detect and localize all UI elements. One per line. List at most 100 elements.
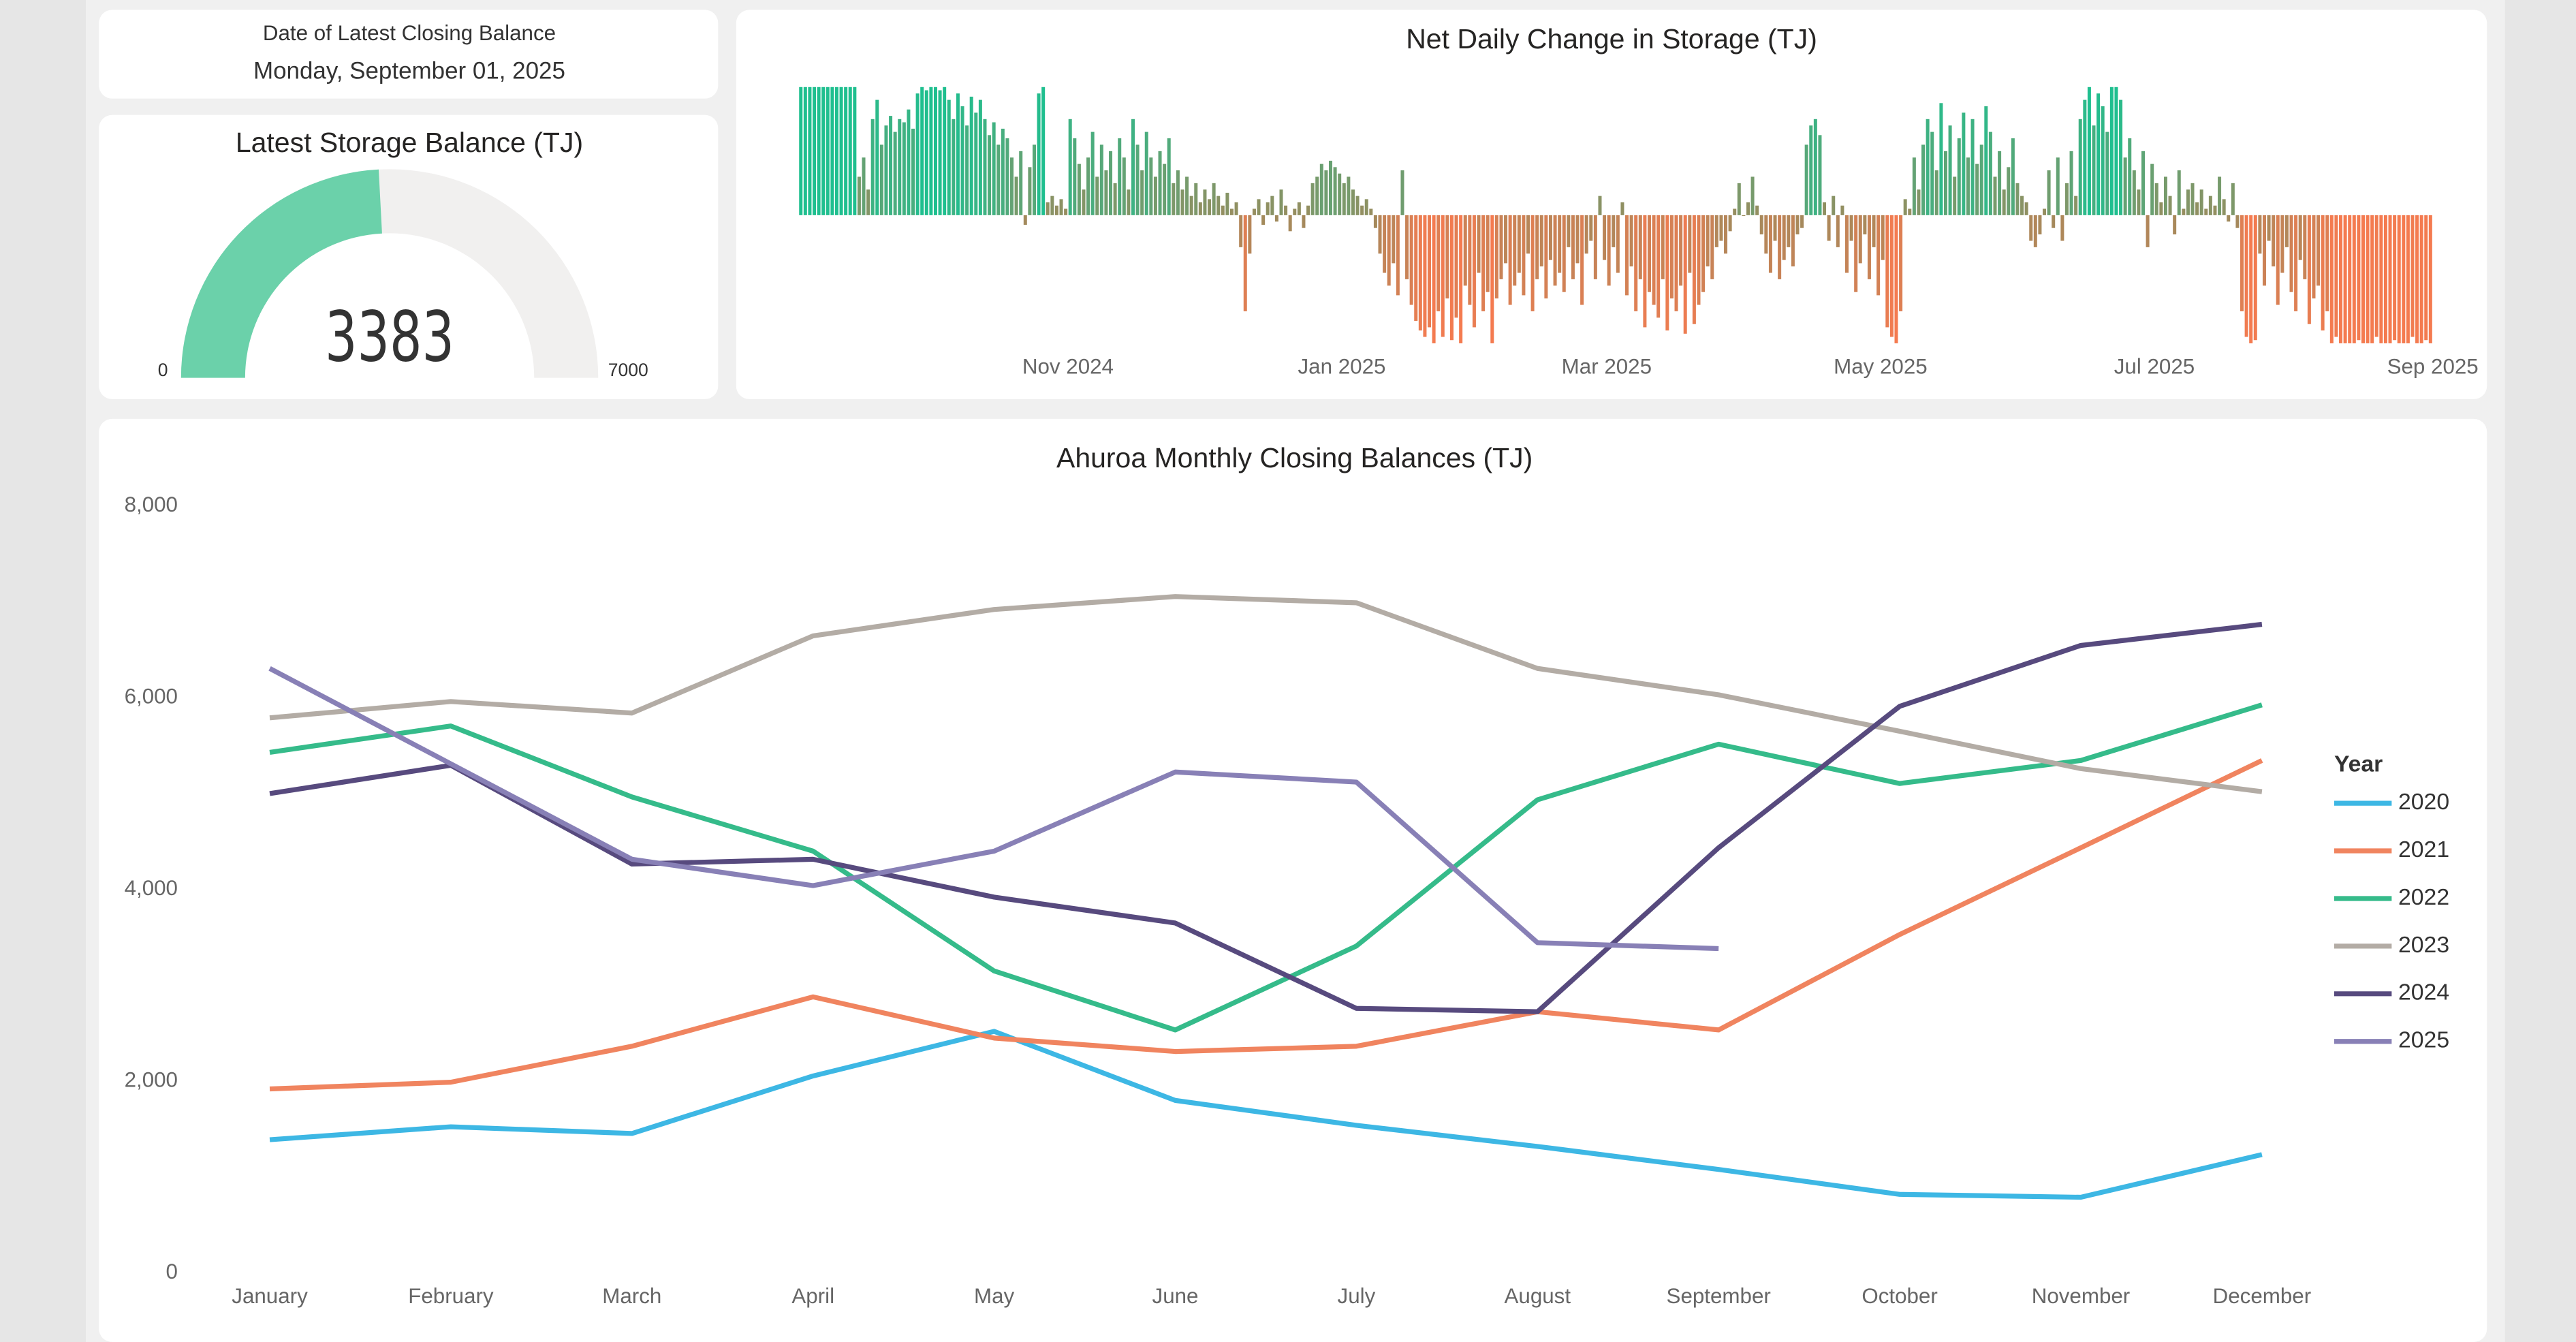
bar <box>870 119 875 215</box>
bar <box>862 157 866 215</box>
bar <box>1373 215 1377 228</box>
bar <box>2141 151 2146 215</box>
bar <box>1014 176 1018 215</box>
bar <box>1032 144 1036 215</box>
bar <box>2231 183 2235 215</box>
bar <box>848 87 852 215</box>
bar <box>1041 87 1046 215</box>
bar <box>1612 215 1616 247</box>
gauge-title: Latest Storage Balance (TJ) <box>236 127 583 158</box>
bar <box>1791 215 1795 267</box>
bar <box>1279 189 1283 215</box>
bar <box>817 87 821 215</box>
bar <box>2419 215 2423 343</box>
bar <box>2132 170 2136 215</box>
bar <box>1809 125 1813 215</box>
bar <box>2343 215 2347 343</box>
bar <box>1755 205 1759 215</box>
bar <box>1180 189 1184 215</box>
bar <box>1562 215 1566 292</box>
bar <box>2015 183 2020 215</box>
bar <box>2154 183 2158 215</box>
bar <box>2092 125 2096 215</box>
bar <box>2002 189 2006 215</box>
bar <box>2213 205 2217 215</box>
bar <box>857 176 861 215</box>
bar <box>1208 199 1212 215</box>
bar <box>1844 215 1849 273</box>
bar <box>2276 215 2280 305</box>
bar <box>1351 189 1355 215</box>
bar <box>2047 170 2051 215</box>
bar <box>1131 119 1135 215</box>
bar <box>978 99 982 215</box>
bar <box>1652 215 1656 305</box>
bar <box>1163 163 1167 215</box>
bar <box>929 87 933 215</box>
bar <box>2177 170 2181 215</box>
bar <box>1149 157 1153 215</box>
bar <box>1284 205 1288 215</box>
bar <box>2357 215 2361 341</box>
bar <box>1656 215 1661 318</box>
bar <box>1683 215 1687 334</box>
bar <box>1364 199 1368 215</box>
bar <box>1984 106 1988 215</box>
bar <box>1432 215 1436 343</box>
bar <box>1823 202 1827 215</box>
x-tick-label: Sep 2025 <box>2387 354 2479 378</box>
bar <box>1804 144 1808 215</box>
bar <box>1584 215 1588 254</box>
bar <box>1243 215 1247 311</box>
bar <box>1988 131 1992 215</box>
bar <box>2316 215 2321 286</box>
bar <box>1908 208 1912 215</box>
bar <box>1418 215 1422 331</box>
bar <box>960 106 964 215</box>
bar <box>2298 215 2302 260</box>
bar <box>1127 189 1131 215</box>
bar <box>1400 170 1404 215</box>
bar <box>992 122 996 215</box>
bar <box>1885 215 1889 328</box>
bar <box>1073 138 1077 215</box>
bar <box>2370 215 2374 343</box>
bar <box>1099 144 1103 215</box>
bar <box>1221 205 1225 215</box>
line-card <box>99 418 2487 1342</box>
bar <box>2078 119 2082 215</box>
bar <box>1966 157 1970 215</box>
bar <box>1270 196 1274 215</box>
bar <box>2312 215 2316 299</box>
bar <box>853 87 857 215</box>
bar <box>1768 215 1772 273</box>
series-line <box>269 594 2263 794</box>
bar <box>938 90 942 215</box>
bar <box>2029 215 2033 241</box>
bar <box>1567 215 1571 247</box>
bar <box>2128 138 2132 215</box>
bar <box>2258 215 2262 254</box>
bar <box>1643 215 1647 328</box>
bar <box>1266 202 1270 215</box>
bar <box>808 87 812 215</box>
bar <box>1782 215 1786 260</box>
legend-label: 2022 <box>2398 884 2449 910</box>
bar <box>1248 215 1252 254</box>
bar <box>1010 157 1014 215</box>
bar <box>1714 215 1718 247</box>
bar <box>1661 215 1665 279</box>
bar <box>1508 215 1512 305</box>
bar <box>1697 215 1701 305</box>
bar <box>2361 215 2365 343</box>
bar <box>2033 215 2037 247</box>
bar <box>1118 138 1122 215</box>
bar <box>898 119 902 215</box>
bar <box>2272 215 2276 267</box>
bar <box>1490 215 1494 343</box>
bar <box>2321 215 2325 331</box>
bar <box>1090 131 1095 215</box>
bar <box>2186 189 2190 215</box>
bar <box>1355 196 1360 215</box>
bar <box>1800 215 1804 228</box>
